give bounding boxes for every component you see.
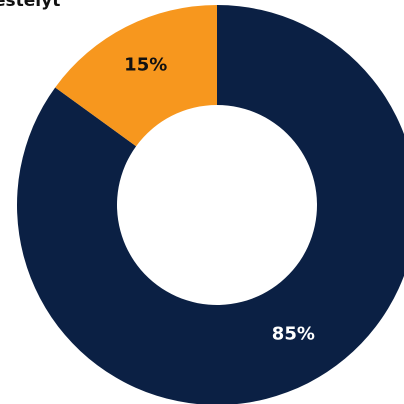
donut-slice-1 — [55, 5, 218, 147]
chart-title: estelyt — [0, 0, 61, 11]
donut-slice-0 — [17, 5, 404, 404]
data-label-0: 85% — [272, 324, 315, 345]
data-label-1: 15% — [124, 55, 167, 76]
